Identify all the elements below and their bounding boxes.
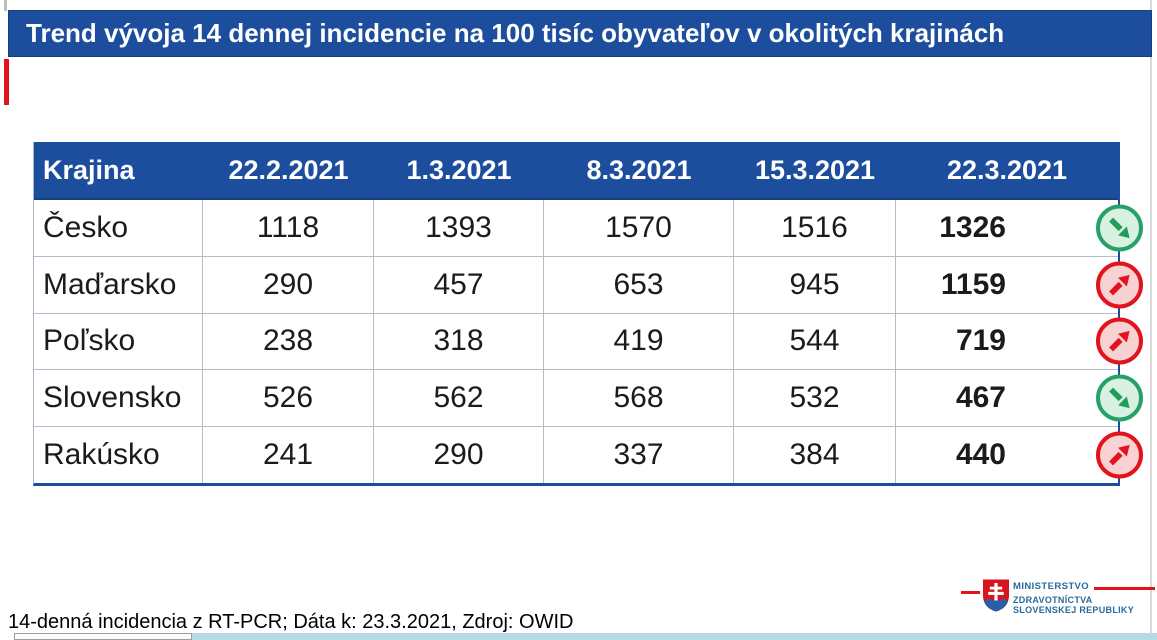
slide-title: Trend vývoja 14 dennej incidencie na 100… (26, 18, 1005, 48)
slide-right-edge-line (1150, 0, 1152, 633)
country-name: Česko (34, 200, 203, 256)
table-row-madarsko: Maďarsko 290 457 653 945 1159 (34, 255, 1143, 313)
bottom-gray-segment (14, 633, 192, 640)
trend-arrow-icon (1109, 331, 1130, 352)
table-row-polsko: Poľsko 238 318 419 544 719 (34, 312, 1143, 370)
latest-value-cell: 719 (955, 324, 1006, 358)
value-cell: 384 (734, 427, 896, 483)
ministry-logo: MINISTERSTVO ZDRAVOTNÍCTVA SLOVENSKEJ RE… (961, 578, 1155, 618)
trend-badge (1096, 317, 1143, 365)
bottom-teal-bar (192, 633, 1157, 640)
country-name: Slovensko (34, 370, 203, 427)
table-row-cesko: Česko 1118 1393 1570 1516 1326 (34, 200, 1143, 256)
trend-arrow-icon (1109, 387, 1130, 409)
value-cell: 1393 (374, 200, 544, 256)
value-cell: 544 (734, 313, 896, 370)
column-header-date-5: 22.3.2021 (946, 154, 1068, 185)
value-cell: 1118 (203, 200, 374, 256)
column-header-country: Krajina (43, 154, 135, 185)
table-header-row: Krajina 22.2.2021 1.3.2021 8.3.2021 15.3… (34, 142, 1118, 200)
trend-badge (1096, 204, 1143, 252)
title-banner: Trend vývoja 14 dennej incidencie na 100… (8, 10, 1152, 57)
trend-arrow-icon (1109, 274, 1130, 296)
country-name: Poľsko (34, 313, 203, 370)
country-name: Maďarsko (34, 256, 203, 313)
value-cell: 241 (203, 427, 374, 483)
column-header-date-2: 1.3.2021 (406, 154, 512, 185)
column-header-date-4: 15.3.2021 (754, 154, 876, 185)
column-header-date-1: 22.2.2021 (228, 154, 349, 185)
incidence-table: Krajina 22.2.2021 1.3.2021 8.3.2021 15.3… (33, 142, 1143, 486)
trend-badge (1096, 374, 1143, 422)
red-accent-bar (4, 59, 9, 105)
trend-badge (1096, 261, 1143, 309)
logo-line3: SLOVENSKEJ REPUBLIKY (1013, 605, 1135, 615)
logo-red-line-right (1094, 587, 1155, 590)
table-row-rakusko: Rakúsko 241 290 337 384 440 (34, 426, 1143, 483)
slovak-emblem-icon (983, 579, 1009, 612)
value-cell: 318 (374, 313, 544, 370)
value-cell: 419 (544, 313, 734, 370)
latest-value-cell: 1159 (940, 267, 1006, 301)
value-cell: 653 (544, 256, 734, 313)
value-cell: 238 (203, 313, 374, 370)
logo-line1: MINISTERSTVO (1013, 581, 1090, 592)
trend-badge (1096, 431, 1143, 479)
latest-value-cell: 467 (955, 381, 1006, 415)
value-cell: 1570 (544, 200, 734, 256)
value-cell: 945 (734, 256, 896, 313)
column-header-date-3: 8.3.2021 (586, 154, 692, 185)
value-cell: 457 (374, 256, 544, 313)
table-row-slovensko: Slovensko 526 562 568 532 467 (34, 369, 1143, 427)
value-cell: 290 (374, 427, 544, 483)
value-cell: 1516 (734, 200, 896, 256)
ministry-logo-text: MINISTERSTVO ZDRAVOTNÍCTVA SLOVENSKEJ RE… (1013, 581, 1155, 615)
logo-line2: ZDRAVOTNÍCTVA (1013, 595, 1093, 605)
value-cell: 290 (203, 256, 374, 313)
latest-value-cell: 1326 (939, 210, 1006, 244)
top-edge-tick (4, 0, 7, 11)
value-cell: 526 (203, 370, 374, 427)
value-cell: 568 (544, 370, 734, 427)
trend-arrow-icon (1109, 444, 1130, 466)
latest-value-cell: 440 (955, 438, 1006, 472)
country-name: Rakúsko (34, 427, 203, 483)
logo-red-line-left (961, 591, 980, 594)
trend-arrow-icon (1109, 217, 1130, 239)
value-cell: 337 (544, 427, 734, 483)
value-cell: 532 (734, 370, 896, 427)
source-note: 14-denná incidencia z RT-PCR; Dáta k: 23… (8, 611, 574, 633)
value-cell: 562 (374, 370, 544, 427)
